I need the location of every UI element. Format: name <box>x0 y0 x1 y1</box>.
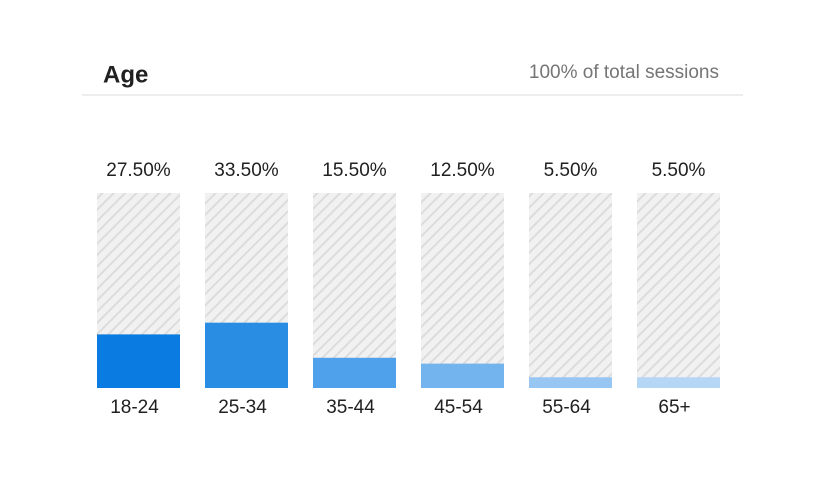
bar <box>313 357 396 388</box>
bar <box>421 363 504 388</box>
bar-track <box>313 193 396 388</box>
x-tick-label: 35-44 <box>326 397 375 418</box>
bar-track <box>637 193 720 388</box>
x-tick-label: 65+ <box>658 397 690 418</box>
chart-subtitle: 100% of total sessions <box>529 62 719 83</box>
bar <box>97 334 180 388</box>
x-tick-label: 45-54 <box>434 397 483 418</box>
value-label: 15.50% <box>322 160 387 181</box>
value-label: 5.50% <box>544 160 598 181</box>
bar <box>637 377 720 388</box>
chart-title: Age <box>103 61 148 88</box>
value-label: 12.50% <box>430 160 495 181</box>
value-label: 5.50% <box>652 160 706 181</box>
value-label: 33.50% <box>214 160 279 181</box>
bar-track <box>421 193 504 388</box>
bar-track <box>529 193 612 388</box>
bar <box>205 322 288 388</box>
x-tick-label: 25-34 <box>218 397 267 418</box>
bar <box>529 377 612 388</box>
value-label: 27.50% <box>106 160 171 181</box>
x-tick-label: 18-24 <box>110 397 159 418</box>
x-tick-label: 55-64 <box>542 397 591 418</box>
